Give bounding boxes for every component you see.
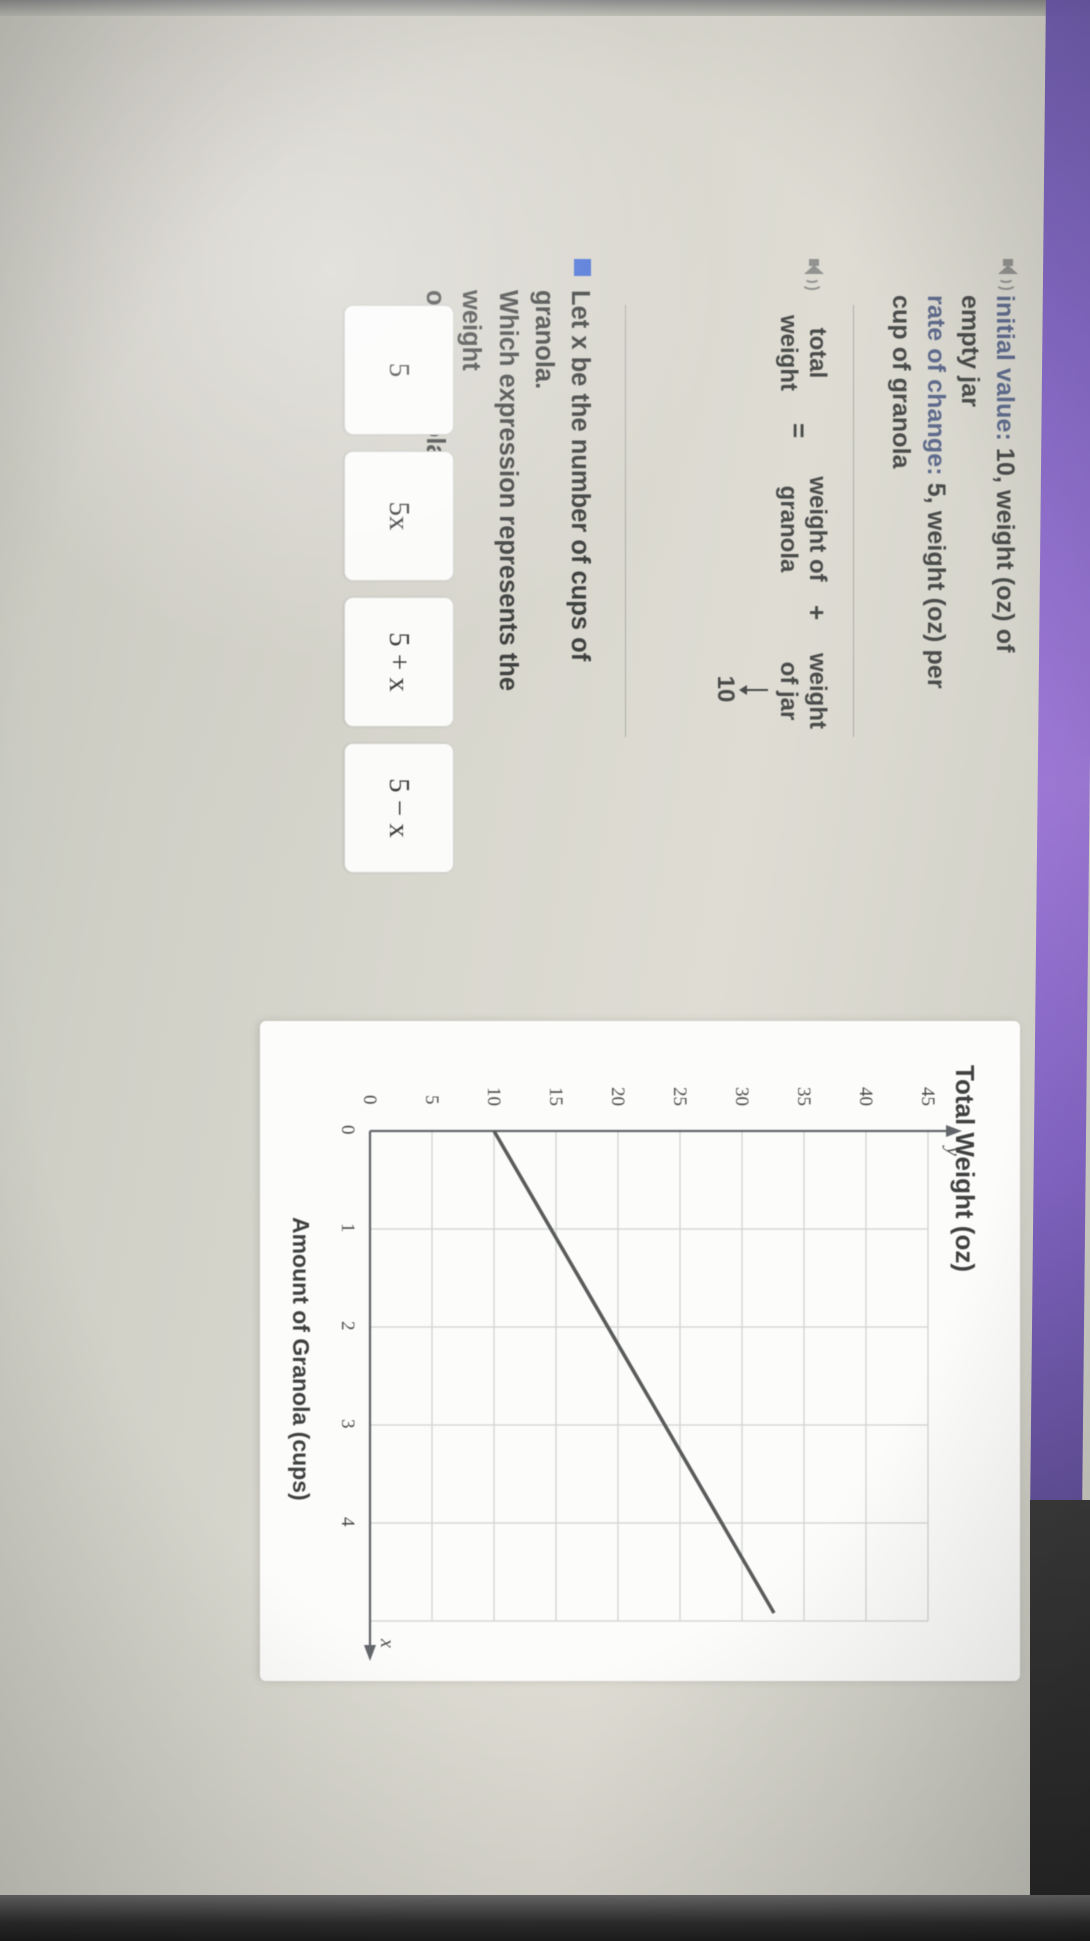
graph-line-series (492, 1129, 776, 1614)
xtick-4: 4 (337, 1516, 358, 1527)
xtick-2: 2 (337, 1320, 358, 1331)
bottom-bezel (0, 1895, 1090, 1941)
xtick-1: 1 (337, 1222, 358, 1233)
eq-of-jar: of jar (774, 661, 802, 720)
rotated-page-wrapper: initial value: 10, weight (oz) of empty … (40, 221, 1050, 1721)
divider-1 (853, 304, 854, 737)
equation-diagram: total weight = weight of granola + weigh… (652, 305, 832, 745)
y-axis-variable: y (942, 1146, 964, 1156)
equation-row (801, 259, 828, 290)
question-line-1: Let x be the number of cups of granola. (529, 289, 594, 661)
choice-a-label: 5 (383, 362, 416, 377)
question-line-2: Which expression represents the weight (457, 289, 522, 691)
choice-c-button[interactable]: 5 + x (344, 596, 454, 727)
ytick-15: 15 (545, 1086, 566, 1106)
jar-arrow-icon (746, 688, 768, 691)
initial-value-label: initial value: (991, 294, 1019, 441)
divider-2 (625, 304, 626, 737)
x-axis-variable: x (376, 1638, 398, 1648)
speaker-icon[interactable] (995, 259, 1018, 290)
eq-jar-value: 10 (712, 675, 739, 702)
ytick-0: 0 (359, 1094, 380, 1105)
choice-a-button[interactable]: 5 (344, 304, 454, 435)
choice-d-label: 5 − x (383, 777, 416, 838)
eq-weight-of: weight of (804, 475, 831, 582)
ytick-45: 45 (917, 1086, 938, 1106)
ytick-25: 25 (669, 1086, 690, 1106)
eq-weight: weight (774, 314, 802, 391)
graph-plot (364, 1124, 962, 1661)
eq-granola: granola (774, 485, 802, 572)
top-bezel (0, 0, 1090, 16)
right-bezel (1030, 1500, 1090, 1941)
eq-weight2: weight (804, 652, 831, 729)
statement-text-1: initial value: 10, weight (oz) of empty … (884, 295, 1022, 725)
graph-card: Total Weight (oz) Amount of Granola (cup… (260, 1020, 1020, 1681)
rate-of-change-label: rate of change: (922, 294, 950, 476)
worksheet-page: initial value: 10, weight (oz) of empty … (40, 221, 1050, 1721)
xtick-3: 3 (337, 1418, 358, 1429)
ytick-5: 5 (421, 1094, 442, 1105)
ytick-10: 10 (483, 1086, 504, 1106)
answer-choices: 5 5x 5 + x 5 − x (344, 304, 454, 873)
xtick-0: 0 (337, 1124, 358, 1135)
speaker-icon[interactable] (801, 259, 824, 290)
y-axis-arrow-icon (946, 1124, 962, 1137)
x-axis-arrow-icon (364, 1644, 376, 1661)
choice-b-button[interactable]: 5x (344, 450, 454, 581)
eq-plus: + (802, 604, 832, 620)
choice-c-label: 5 + x (383, 631, 416, 692)
eq-total: total (804, 327, 831, 378)
choice-b-label: 5x (383, 501, 416, 530)
eq-equals: = (784, 422, 814, 438)
blue-square-bullet-icon (574, 258, 591, 276)
ytick-20: 20 (607, 1086, 628, 1106)
statement-row-1: initial value: 10, weight (oz) of empty … (884, 259, 1022, 729)
ytick-40: 40 (855, 1086, 876, 1106)
ytick-35: 35 (793, 1086, 814, 1106)
ytick-30: 30 (731, 1086, 752, 1106)
choice-d-button[interactable]: 5 − x (344, 742, 454, 873)
